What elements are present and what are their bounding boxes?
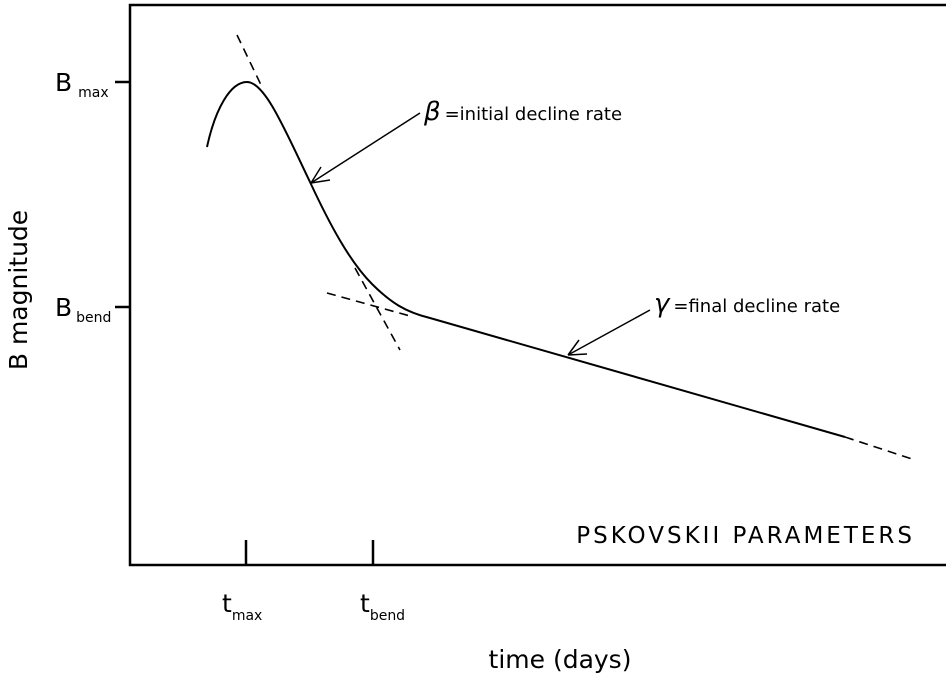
x-tick-label: tmax (222, 589, 262, 624)
light-curve (206, 80, 846, 438)
tangent-dashed (844, 436, 916, 461)
annotation: β =initial decline rate (423, 97, 622, 127)
frame (128, 3, 946, 567)
title: PSKOVSKII PARAMETERS (576, 523, 915, 549)
arrow (310, 112, 421, 184)
arrow (567, 309, 651, 356)
tangent-dashed (354, 267, 401, 351)
y-axis-label: B magnitude (4, 210, 33, 370)
tangent-dashed (236, 34, 263, 88)
annotation: γ =final decline rate (654, 289, 840, 319)
x-tick-label: tbend (360, 589, 405, 624)
x-axis-label: time (days) (489, 645, 632, 674)
